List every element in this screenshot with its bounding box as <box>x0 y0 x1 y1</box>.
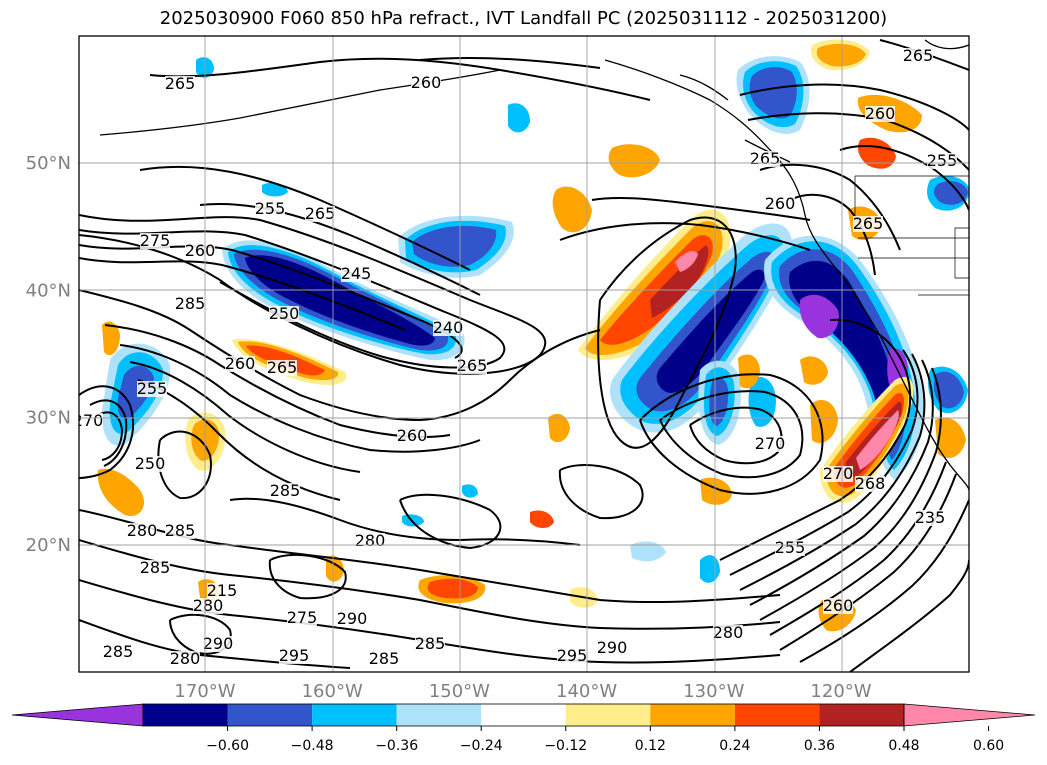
latitude-labels: 50°N 40°N 30°N 20°N <box>26 153 71 556</box>
colorbar-extend-low <box>11 703 144 727</box>
contour-label: 268 <box>855 474 886 493</box>
colorbar-segment <box>481 704 566 726</box>
longitude-labels: 170°W 160°W 150°W 140°W 130°W 120°W <box>174 681 871 702</box>
colorbar-extend-high <box>903 703 1036 727</box>
contour-label: 265 <box>903 46 934 65</box>
contour-label: 265 <box>267 358 298 377</box>
contour-label: 270 <box>823 464 854 483</box>
contour-label: 285 <box>175 294 206 313</box>
contour-label: 260 <box>185 241 216 260</box>
colorbar-tick-label: −0.48 <box>291 738 334 754</box>
contour-label: 280 <box>713 623 744 642</box>
contour-label: 290 <box>337 609 368 628</box>
plot-frame <box>78 35 970 673</box>
contour-label: 240 <box>433 318 464 337</box>
contour-label: 260 <box>765 194 796 213</box>
colorbar-tick-label: 0.12 <box>635 738 666 754</box>
contour-label: 255 <box>137 379 168 398</box>
lat-label: 50°N <box>26 153 71 174</box>
lon-label: 130°W <box>683 681 744 702</box>
colorbar-tick-label: 0.48 <box>888 738 919 754</box>
contour-label: 260 <box>865 104 896 123</box>
lat-label: 40°N <box>26 280 71 301</box>
colorbar-segment <box>650 704 735 726</box>
colorbar-tick-label: −0.24 <box>460 738 503 754</box>
contour-label: 260 <box>225 354 256 373</box>
contour-label: 280 <box>170 649 201 668</box>
contour-label: 270 <box>73 411 104 430</box>
contour-label: 265 <box>853 214 884 233</box>
colorbar-tick-label: −0.12 <box>544 738 587 754</box>
contour-label: 265 <box>305 204 336 223</box>
colorbar-tick-label: 0.60 <box>973 738 1004 754</box>
contour-label: 290 <box>203 634 234 653</box>
colorbar-segment <box>396 704 482 726</box>
colorbar-segment <box>312 704 397 726</box>
lon-label: 160°W <box>302 681 363 702</box>
contour-labels: 265 260 265 260 255 265 255 265 260 265 275 260 245 2… <box>73 46 958 668</box>
contour-label: 285 <box>369 649 400 668</box>
colorbar-segment <box>734 704 820 726</box>
lon-label: 150°W <box>429 681 490 702</box>
contour-label: 260 <box>823 596 854 615</box>
contour-label: 255 <box>927 151 958 170</box>
contour-label: 235 <box>915 508 946 527</box>
colorbar-tick-label: −0.36 <box>375 738 418 754</box>
contour-label: 285 <box>270 481 301 500</box>
contour-label: 265 <box>750 149 781 168</box>
lat-label: 30°N <box>26 408 71 429</box>
contour-label: 280 <box>355 531 386 550</box>
colorbar-tick-label: −0.60 <box>206 738 249 754</box>
contour-label: 245 <box>341 264 372 283</box>
lon-label: 140°W <box>556 681 617 702</box>
colorbar-tick-label: 0.24 <box>719 738 750 754</box>
colorbar-segment <box>143 704 228 726</box>
lon-label: 120°W <box>810 681 871 702</box>
colorbar-tick-label: 0.36 <box>804 738 835 754</box>
contour-label: 280 <box>127 521 158 540</box>
contour-label: 285 <box>415 634 446 653</box>
colorbar-segment <box>565 704 651 726</box>
contour-label: 255 <box>775 538 806 557</box>
lon-label: 170°W <box>174 681 235 702</box>
graticule <box>79 36 969 672</box>
contour-label: 295 <box>557 646 588 665</box>
contour-label: 255 <box>255 199 286 218</box>
contour-label: 285 <box>103 642 134 661</box>
map-title: 2025030900 F060 850 hPa refract., IVT La… <box>159 8 888 29</box>
contour-label: 290 <box>597 638 628 657</box>
contour-label: 275 <box>287 608 318 627</box>
colorbar-segment <box>227 704 313 726</box>
colorbar: −0.60 −0.48 −0.36 −0.24 −0.12 0.12 0.24 0.36 0.4… <box>11 703 1036 754</box>
contour-label: 250 <box>269 304 300 323</box>
contour-label: 265 <box>165 74 196 93</box>
contour-label: 260 <box>397 426 428 445</box>
plot-area <box>79 36 969 672</box>
colorbar-segment <box>819 704 904 726</box>
contour-label: 250 <box>135 454 166 473</box>
contour-label: 215 <box>207 581 238 600</box>
contour-label: 285 <box>140 558 171 577</box>
lat-label: 20°N <box>26 535 71 556</box>
contour-label: 295 <box>279 646 310 665</box>
contour-label: 270 <box>755 434 786 453</box>
contour-label: 280 <box>193 596 224 615</box>
contour-label: 265 <box>457 356 488 375</box>
contour-label: 285 <box>165 521 196 540</box>
contour-label: 275 <box>140 231 171 250</box>
contour-label: 260 <box>411 73 442 92</box>
